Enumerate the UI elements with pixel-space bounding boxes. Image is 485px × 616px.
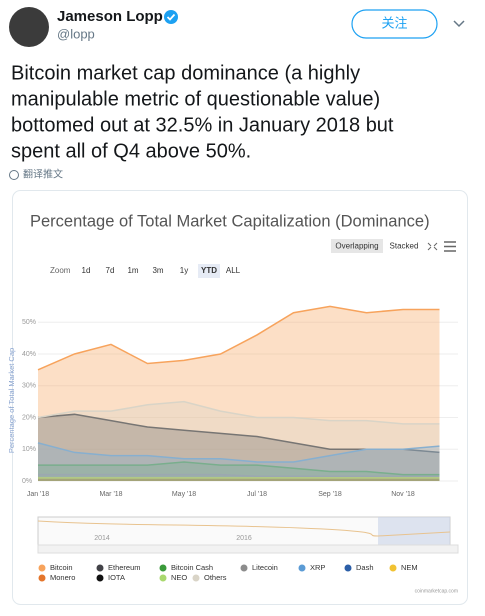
navigator-label: 2014 bbox=[94, 535, 110, 542]
x-tick-label: May '18 bbox=[172, 491, 196, 498]
zoom-button[interactable]: 7d bbox=[106, 266, 115, 275]
credit: coinmarketcap.com bbox=[415, 588, 458, 594]
zoom-button[interactable]: YTD bbox=[201, 266, 217, 275]
zoom-active-bg bbox=[198, 264, 220, 278]
media-card[interactable] bbox=[12, 190, 468, 605]
x-tick-label: Nov '18 bbox=[391, 491, 415, 498]
tweet-line: Bitcoin market cap dominance (a highly bbox=[11, 62, 360, 84]
y-axis-label: Percentage of Total Market Cap bbox=[7, 348, 16, 453]
x-tick-label: Jul '18 bbox=[247, 491, 267, 498]
legend-label[interactable]: Litecoin bbox=[252, 563, 278, 572]
series-area bbox=[38, 414, 440, 481]
legend-marker bbox=[192, 574, 200, 582]
series-area bbox=[38, 401, 440, 481]
legend-label[interactable]: Dash bbox=[356, 563, 374, 572]
x-tick-label: Sep '18 bbox=[318, 491, 342, 498]
series-area bbox=[38, 477, 440, 481]
user-name[interactable]: Jameson Lopp bbox=[57, 8, 163, 25]
legend-label[interactable]: Ethereum bbox=[108, 563, 141, 572]
verified-check bbox=[166, 13, 176, 21]
series-area bbox=[38, 477, 440, 481]
legend-label[interactable]: Bitcoin bbox=[50, 563, 73, 572]
legend-marker bbox=[38, 574, 46, 582]
y-tick-label: 20% bbox=[22, 414, 36, 421]
tweet-line: manipulable metric of questionable value… bbox=[11, 88, 380, 110]
tweet-text: Bitcoin market cap dominance (a highly ma… bbox=[11, 62, 394, 162]
series-line bbox=[37, 400, 440, 425]
zoom-button[interactable]: 1d bbox=[82, 266, 91, 275]
fullscreen-icon bbox=[427, 242, 438, 251]
series-line bbox=[38, 473, 440, 477]
legend-label[interactable]: Monero bbox=[50, 573, 75, 582]
y-tick-label: 40% bbox=[22, 351, 36, 358]
mode-button-bg bbox=[331, 239, 383, 253]
legend-marker bbox=[389, 564, 397, 572]
chart-title: Percentage of Total Market Capitalizatio… bbox=[30, 212, 430, 230]
y-tick-label: 30% bbox=[22, 383, 36, 390]
series-area bbox=[38, 477, 440, 481]
series-line bbox=[37, 442, 440, 463]
series-line bbox=[37, 305, 440, 371]
legend-label[interactable]: Others bbox=[204, 573, 227, 582]
menu-icon bbox=[444, 241, 456, 252]
legend-label[interactable]: NEO bbox=[171, 573, 187, 582]
series-area bbox=[38, 477, 440, 481]
user-handle[interactable]: @lopp bbox=[57, 26, 95, 41]
legend-marker bbox=[38, 564, 46, 572]
series-area bbox=[38, 477, 440, 481]
y-tick-label: 50% bbox=[22, 319, 36, 326]
verified-badge bbox=[164, 10, 178, 24]
avatar[interactable] bbox=[9, 7, 49, 47]
legend-label[interactable]: IOTA bbox=[108, 573, 125, 582]
series-area bbox=[38, 442, 440, 481]
translate-link[interactable]: 翻译推文 bbox=[23, 168, 63, 181]
globe-icon bbox=[9, 170, 19, 180]
mode-button[interactable]: Stacked bbox=[390, 242, 419, 251]
zoom-button[interactable]: 1m bbox=[127, 266, 138, 275]
legend-label[interactable]: NEM bbox=[401, 563, 418, 572]
legend-marker bbox=[159, 564, 167, 572]
legend-label[interactable]: Bitcoin Cash bbox=[171, 563, 213, 572]
legend-marker bbox=[240, 564, 248, 572]
mode-button[interactable]: Overlapping bbox=[335, 242, 378, 251]
chart: Percentage of Total Market Capitalizatio… bbox=[7, 212, 459, 594]
x-tick-label: Jan '18 bbox=[27, 491, 49, 498]
y-tick-label: 10% bbox=[22, 446, 36, 453]
zoom-button[interactable]: ALL bbox=[226, 266, 241, 275]
series-area bbox=[38, 306, 440, 481]
series-line bbox=[38, 461, 440, 476]
tweet-line: spent all of Q4 above 50%. bbox=[11, 140, 251, 162]
navigator-window bbox=[378, 517, 450, 545]
tweet-line: bottomed out at 32.5% in January 2018 bu… bbox=[11, 114, 394, 136]
zoom-button[interactable]: 1y bbox=[180, 266, 188, 275]
navigator-label: 2016 bbox=[236, 535, 252, 542]
legend-marker bbox=[96, 564, 104, 572]
zoom-label: Zoom bbox=[50, 266, 71, 275]
zoom-button[interactable]: 3m bbox=[152, 266, 163, 275]
y-tick-label: 0% bbox=[22, 478, 32, 485]
navigator-line bbox=[37, 520, 451, 537]
follow-button[interactable] bbox=[351, 9, 438, 39]
menu-chevron[interactable] bbox=[453, 20, 465, 28]
legend-marker bbox=[96, 574, 104, 582]
follow-label: 关注 bbox=[381, 15, 407, 30]
legend-marker bbox=[298, 564, 306, 572]
x-tick-label: Mar '18 bbox=[99, 491, 122, 498]
legend-label[interactable]: XRP bbox=[310, 563, 325, 572]
scrollbar bbox=[37, 544, 459, 554]
legend-marker bbox=[344, 564, 352, 572]
legend-marker bbox=[159, 574, 167, 582]
